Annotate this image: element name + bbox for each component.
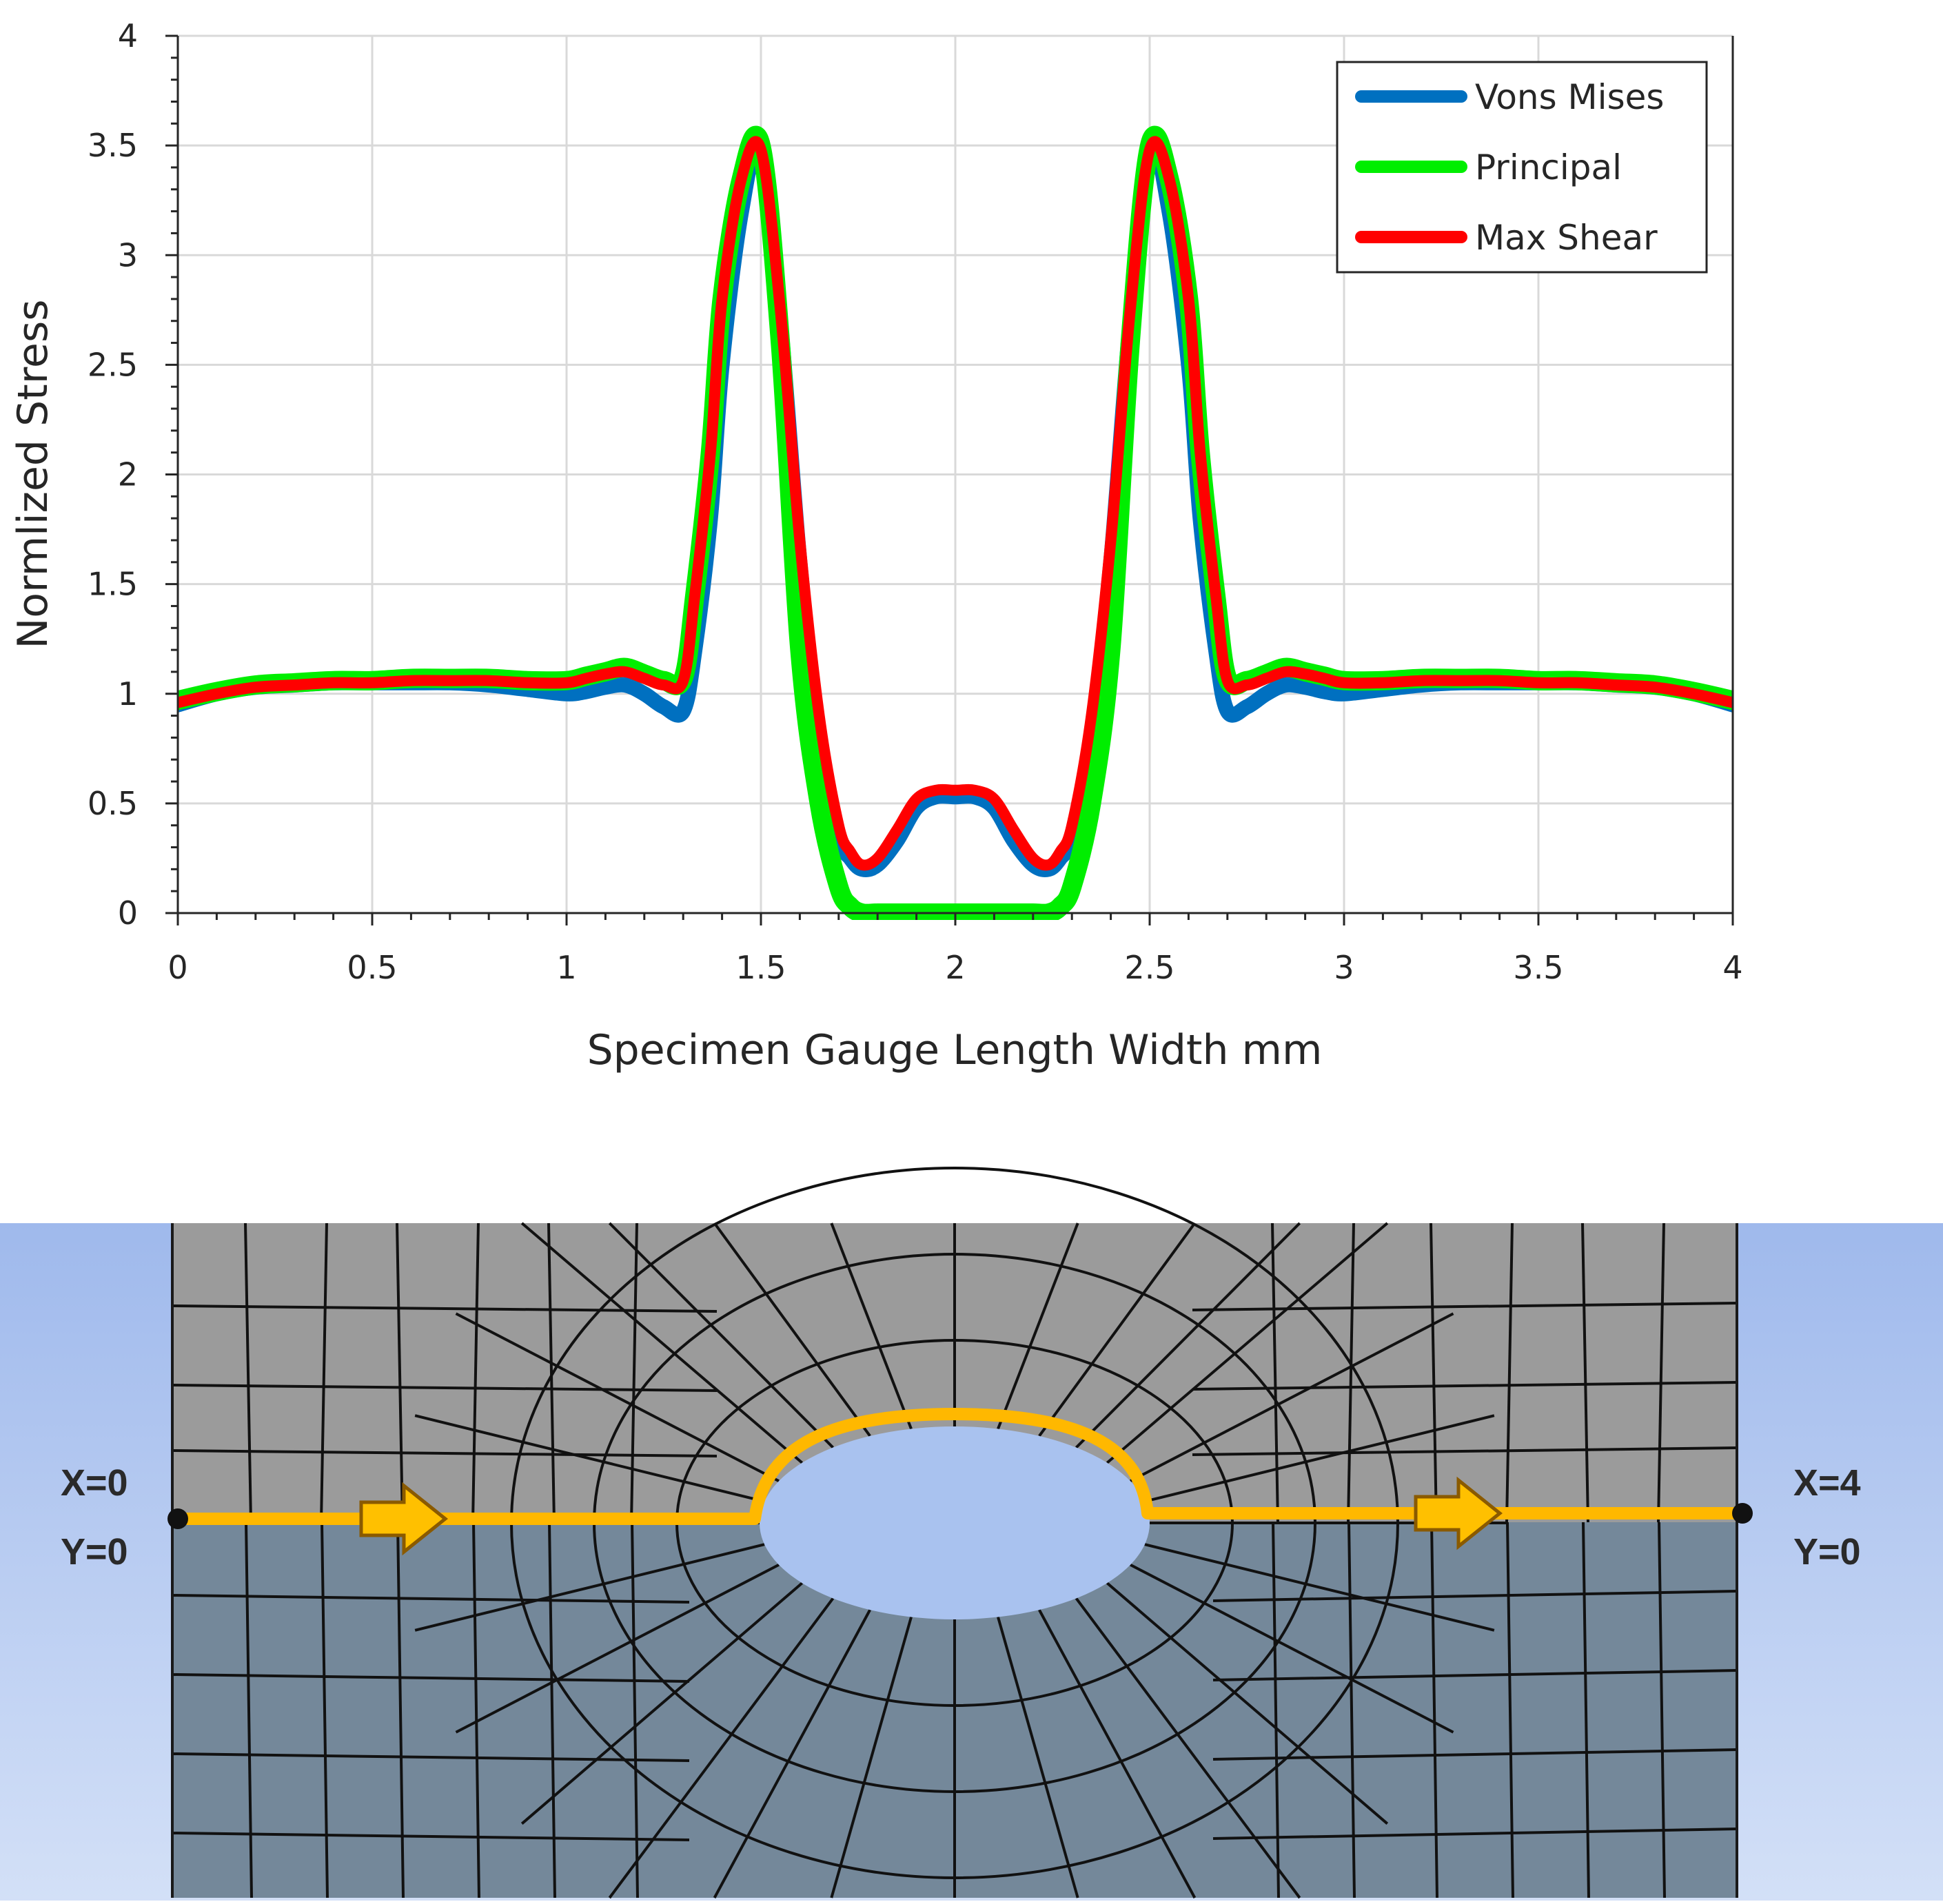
mesh-radial-line bbox=[1130, 1312, 1454, 1483]
y-tick-label: 3.5 bbox=[88, 127, 138, 164]
y-tick-label: 3 bbox=[118, 236, 138, 274]
mesh-radial-line bbox=[414, 1414, 765, 1503]
y-tick-label: 2.5 bbox=[88, 346, 138, 383]
stress-chart: 0 0.5 1 1.5 2 2.5 3 3.5 4 0 0.5 1 1.5 2 2.5 3 3.5 4 Speci… bbox=[9, 17, 1743, 1074]
mesh-line bbox=[1192, 1381, 1737, 1391]
mesh-line bbox=[1212, 1828, 1737, 1840]
legend-label: Vons Mises bbox=[1475, 77, 1664, 117]
mesh-radial-line bbox=[1106, 1581, 1389, 1825]
mesh-radial-line bbox=[1144, 1543, 1495, 1632]
mesh-radial-line bbox=[830, 1222, 913, 1430]
mesh-line bbox=[172, 1594, 690, 1604]
mesh-line bbox=[1505, 1223, 1514, 1522]
mesh-line bbox=[320, 1223, 328, 1522]
path-direction-arrow-left bbox=[359, 1482, 449, 1556]
mesh-line bbox=[172, 1832, 690, 1841]
mesh-line bbox=[1347, 1223, 1355, 1522]
mesh-line bbox=[172, 1673, 690, 1683]
y-tick-label: 1.5 bbox=[88, 566, 138, 603]
x-tick-label: 1 bbox=[556, 949, 576, 986]
mesh-line bbox=[1192, 1446, 1737, 1456]
series-line-vons-mises bbox=[178, 134, 1733, 877]
mesh-line bbox=[1581, 1223, 1589, 1522]
path-start-point bbox=[167, 1508, 188, 1529]
x-tick-label: 1.5 bbox=[735, 949, 786, 986]
y-axis-title: Normlized Stress bbox=[9, 300, 57, 649]
mesh-radial-line bbox=[997, 1222, 1079, 1430]
mesh-radial-line bbox=[713, 1222, 871, 1437]
mesh-line bbox=[472, 1522, 480, 1898]
legend-label: Max Shear bbox=[1475, 218, 1658, 258]
mesh-line bbox=[1272, 1522, 1280, 1898]
mesh-line bbox=[172, 1752, 690, 1762]
mesh-radial-line bbox=[520, 1222, 804, 1464]
mesh-radial-line bbox=[608, 1222, 834, 1449]
y-tick-label: 0.5 bbox=[88, 785, 138, 822]
mesh-radial-line bbox=[1038, 1222, 1197, 1437]
mesh-radial-line bbox=[414, 1543, 765, 1632]
mesh-line bbox=[1212, 1748, 1737, 1761]
x-axis-title: Specimen Gauge Length Width mm bbox=[587, 1026, 1323, 1074]
x-tick-label: 2.5 bbox=[1124, 949, 1174, 986]
y-tick-label: 2 bbox=[118, 456, 138, 493]
mesh-line bbox=[172, 1384, 718, 1392]
mesh-line bbox=[471, 1223, 480, 1522]
mesh-radial-line bbox=[1075, 1597, 1301, 1899]
mesh-panel: X=0 Y=0 X=4 Y=0 bbox=[0, 1167, 1943, 1901]
chart-ticks bbox=[165, 34, 1734, 925]
mesh-line bbox=[1506, 1522, 1514, 1898]
path-end-point bbox=[1732, 1503, 1753, 1524]
mesh-line bbox=[631, 1522, 639, 1898]
mesh-radial-line bbox=[1130, 1563, 1454, 1734]
x-tick-label: 2 bbox=[945, 949, 965, 986]
path-direction-arrow-right bbox=[1414, 1476, 1503, 1550]
mesh-radial-line bbox=[455, 1563, 780, 1734]
mesh-radial-line bbox=[1144, 1414, 1495, 1503]
mesh-line bbox=[630, 1223, 638, 1522]
mesh-radial-line bbox=[1075, 1222, 1301, 1449]
legend-label: Principal bbox=[1475, 147, 1622, 187]
mesh-radial-line bbox=[713, 1609, 871, 1898]
mesh-line bbox=[547, 1223, 556, 1522]
series-line-max-shear bbox=[178, 136, 1733, 871]
specimen-hole bbox=[760, 1426, 1150, 1619]
x-tick-label: 0 bbox=[167, 949, 187, 986]
mesh-radial-line bbox=[520, 1581, 804, 1825]
mesh-line bbox=[1212, 1669, 1737, 1681]
y-tick-label: 0 bbox=[118, 894, 138, 932]
y-tick-label: 1 bbox=[118, 675, 138, 713]
x-tick-label: 4 bbox=[1722, 949, 1742, 986]
chart-legend: Vons Mises Principal Max Shear bbox=[1336, 61, 1708, 274]
mesh-radial-line bbox=[608, 1597, 835, 1899]
mesh-grid-upper bbox=[172, 1223, 1737, 1522]
path-line bbox=[172, 1408, 1749, 1525]
start-y-label: Y=0 bbox=[61, 1531, 128, 1573]
mesh-line bbox=[1430, 1223, 1438, 1522]
start-x-label: X=0 bbox=[61, 1462, 128, 1504]
chart-tick-labels: 0 0.5 1 1.5 2 2.5 3 3.5 4 0 0.5 1 1.5 2 2.5 3 3.5 4 bbox=[88, 17, 1743, 986]
end-x-label: X=4 bbox=[1793, 1462, 1861, 1504]
mesh-line bbox=[172, 1449, 718, 1457]
x-tick-label: 0.5 bbox=[347, 949, 397, 986]
mesh-radial-line bbox=[1038, 1609, 1197, 1898]
mesh-radial-line bbox=[1106, 1222, 1389, 1464]
mesh-line bbox=[1658, 1522, 1666, 1898]
mesh-line bbox=[244, 1223, 252, 1522]
end-y-label: Y=0 bbox=[1793, 1531, 1861, 1573]
x-tick-label: 3.5 bbox=[1513, 949, 1563, 986]
x-tick-label: 3 bbox=[1334, 949, 1354, 986]
mesh-radial-line bbox=[830, 1616, 913, 1898]
mesh-line bbox=[1271, 1223, 1279, 1522]
mesh-line bbox=[1657, 1223, 1665, 1522]
mesh-line bbox=[1582, 1522, 1590, 1898]
mesh-radial-lines bbox=[401, 1167, 1508, 1899]
y-tick-label: 4 bbox=[118, 17, 138, 54]
mesh-line bbox=[396, 1223, 404, 1522]
mesh-radial-line bbox=[455, 1312, 780, 1483]
mesh-line bbox=[548, 1522, 556, 1898]
mesh-radial-line bbox=[997, 1616, 1079, 1898]
mesh-line bbox=[1192, 1302, 1737, 1311]
mesh-grid-lower bbox=[172, 1522, 1737, 1898]
